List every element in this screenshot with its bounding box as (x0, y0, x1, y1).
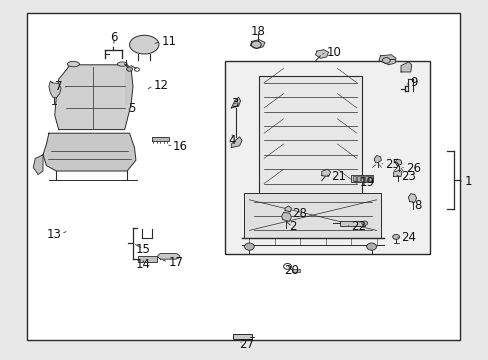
Polygon shape (33, 155, 43, 175)
Text: 25: 25 (385, 158, 399, 171)
Bar (360, 176, 363, 181)
Polygon shape (285, 206, 291, 212)
Text: 9: 9 (409, 76, 416, 89)
Text: 24: 24 (400, 231, 415, 244)
Text: 27: 27 (239, 338, 254, 351)
Polygon shape (315, 50, 328, 58)
Text: 6: 6 (110, 31, 118, 44)
Polygon shape (393, 170, 401, 176)
Text: 2: 2 (288, 220, 296, 233)
Text: 16: 16 (173, 140, 188, 153)
Polygon shape (373, 156, 381, 163)
Bar (364, 176, 367, 181)
Text: 20: 20 (284, 264, 298, 276)
Polygon shape (43, 133, 136, 171)
Text: 21: 21 (331, 170, 346, 183)
Polygon shape (231, 137, 242, 148)
Text: 26: 26 (405, 162, 420, 175)
Bar (224, 61, 429, 254)
Bar (244, 193, 381, 238)
Circle shape (126, 67, 132, 71)
Text: 8: 8 (414, 199, 421, 212)
Text: 7: 7 (55, 80, 62, 93)
Ellipse shape (129, 35, 159, 54)
Polygon shape (400, 62, 411, 72)
Text: 14: 14 (136, 258, 150, 271)
Bar (356, 176, 359, 181)
Circle shape (366, 243, 376, 250)
Text: 17: 17 (168, 256, 183, 269)
Bar (292, 269, 299, 272)
Text: 4: 4 (228, 134, 236, 147)
Bar (259, 76, 361, 194)
Polygon shape (250, 40, 264, 49)
Bar (138, 256, 157, 262)
Circle shape (361, 221, 367, 225)
Polygon shape (321, 169, 330, 176)
Polygon shape (157, 253, 180, 259)
Bar (368, 176, 371, 181)
Text: 3: 3 (231, 97, 238, 110)
Text: 19: 19 (359, 176, 374, 189)
Bar (232, 334, 252, 339)
Text: 23: 23 (400, 170, 415, 183)
Text: 1: 1 (464, 175, 471, 188)
Polygon shape (151, 137, 168, 141)
Polygon shape (231, 97, 240, 108)
Polygon shape (49, 81, 61, 98)
Circle shape (392, 234, 399, 239)
Bar (27, 13, 459, 340)
Polygon shape (281, 212, 291, 221)
Text: 28: 28 (292, 207, 306, 220)
Polygon shape (378, 55, 395, 65)
Text: 11: 11 (161, 35, 176, 48)
Bar (352, 176, 355, 181)
Text: 22: 22 (350, 220, 366, 233)
Polygon shape (124, 68, 133, 104)
Polygon shape (394, 159, 401, 166)
Ellipse shape (117, 62, 127, 66)
Bar (340, 221, 364, 226)
Text: 13: 13 (46, 228, 61, 240)
Text: 5: 5 (128, 102, 136, 114)
Polygon shape (55, 65, 133, 130)
Text: 10: 10 (326, 46, 341, 59)
Ellipse shape (67, 62, 79, 67)
Text: 15: 15 (136, 243, 150, 256)
Text: 12: 12 (153, 79, 168, 92)
Bar (350, 175, 372, 182)
Circle shape (244, 243, 254, 250)
Polygon shape (407, 194, 416, 202)
Text: 18: 18 (250, 25, 265, 38)
